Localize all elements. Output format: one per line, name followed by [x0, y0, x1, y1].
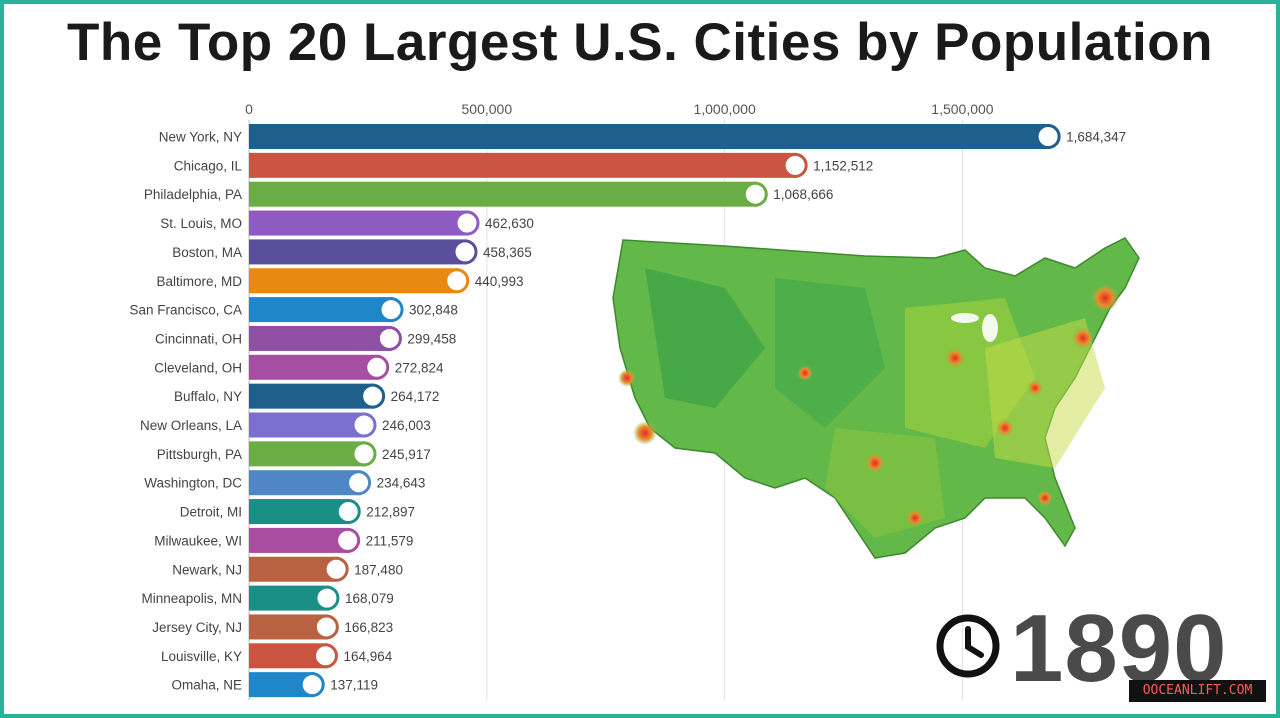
- bar: [249, 152, 798, 178]
- value-label: 1,684,347: [1066, 130, 1126, 145]
- category-label: New Orleans, LA: [140, 418, 242, 433]
- bar: [249, 441, 366, 467]
- category-label: San Francisco, CA: [129, 303, 242, 318]
- bar: [249, 354, 379, 380]
- bar: [249, 556, 339, 582]
- value-label: 1,152,512: [813, 158, 873, 173]
- value-label: 299,458: [407, 331, 456, 346]
- city-flag-icon: [299, 672, 325, 698]
- clock-icon: [936, 614, 1000, 678]
- bar: [249, 210, 470, 236]
- category-label: Omaha, NE: [171, 678, 242, 693]
- city-flag-icon: [742, 181, 768, 207]
- value-label: 234,643: [377, 476, 426, 491]
- category-label: Pittsburgh, PA: [157, 447, 242, 462]
- city-flag-icon: [782, 152, 808, 178]
- bar: [249, 239, 468, 265]
- value-label: 458,365: [483, 245, 532, 260]
- category-label: Cleveland, OH: [154, 360, 242, 375]
- city-flag-icon: [376, 325, 402, 351]
- city-flag-icon: [313, 614, 339, 640]
- x-tick-label: 1,500,000: [931, 101, 993, 117]
- category-label: St. Louis, MO: [160, 216, 242, 231]
- watermark: OOCEANLIFT.COM: [1129, 680, 1266, 702]
- city-flag-icon: [314, 585, 340, 611]
- value-label: 462,630: [485, 216, 534, 231]
- value-label: 245,917: [382, 447, 431, 462]
- city-flag-icon: [351, 441, 377, 467]
- city-flag-icon: [312, 643, 338, 669]
- city-flag-icon: [360, 383, 386, 409]
- city-flag-icon: [364, 354, 390, 380]
- bar: [249, 124, 1051, 149]
- category-label: Jersey City, NJ: [152, 620, 242, 635]
- category-label: Milwaukee, WI: [154, 533, 242, 548]
- city-flag-icon: [378, 297, 404, 323]
- bar: [249, 527, 350, 553]
- category-labels: New York, NY Chicago, IL Philadelphia, PA S…: [129, 130, 242, 693]
- category-label: Louisville, KY: [161, 649, 242, 664]
- x-tick-label: 0: [245, 101, 253, 117]
- value-label: 272,824: [395, 360, 444, 375]
- value-label: 264,172: [391, 389, 440, 404]
- category-label: New York, NY: [159, 130, 242, 145]
- category-label: Cincinnati, OH: [155, 331, 242, 346]
- bars: [249, 124, 1061, 698]
- bar: [249, 499, 351, 525]
- chart-title: The Top 20 Largest U.S. Cities by Popula…: [67, 13, 1213, 72]
- bar: [249, 470, 361, 496]
- value-label: 187,480: [354, 562, 403, 577]
- value-labels: 1,684,347 1,152,512 1,068,666 462,630 458,36…: [330, 130, 1126, 693]
- category-label: Baltimore, MD: [156, 274, 242, 289]
- x-tick-label: 1,000,000: [693, 101, 755, 117]
- category-label: Detroit, MI: [180, 505, 242, 520]
- bar: [249, 383, 375, 409]
- category-label: Newark, NJ: [172, 562, 242, 577]
- category-label: Buffalo, NY: [174, 389, 242, 404]
- x-axis-ticks: 0 500,000 1,000,000 1,500,000: [245, 101, 994, 117]
- value-label: 246,003: [382, 418, 431, 433]
- category-label: Boston, MA: [172, 245, 242, 260]
- category-label: Chicago, IL: [174, 158, 243, 173]
- city-flag-icon: [346, 470, 372, 496]
- value-label: 164,964: [343, 649, 392, 664]
- city-flag-icon: [323, 556, 349, 582]
- city-flag-icon: [335, 499, 361, 525]
- value-label: 1,068,666: [773, 187, 833, 202]
- value-label: 137,119: [330, 678, 378, 693]
- bar: [249, 268, 459, 294]
- x-tick-label: 500,000: [462, 101, 513, 117]
- city-flag-icon: [335, 527, 361, 553]
- value-label: 168,079: [345, 591, 394, 606]
- city-flag-icon: [1035, 124, 1061, 149]
- bar: [249, 181, 758, 207]
- category-label: Minneapolis, MN: [141, 591, 242, 606]
- value-label: 302,848: [409, 303, 458, 318]
- value-label: 440,993: [475, 274, 524, 289]
- bar: [249, 297, 394, 323]
- city-flag-icon: [454, 210, 480, 236]
- value-label: 212,897: [366, 505, 415, 520]
- value-label: 211,579: [366, 533, 414, 548]
- category-label: Philadelphia, PA: [144, 187, 242, 202]
- city-flag-icon: [444, 268, 470, 294]
- us-population-map: [612, 237, 1140, 559]
- bar: [249, 412, 367, 438]
- city-flag-icon: [452, 239, 478, 265]
- category-label: Washington, DC: [144, 476, 242, 491]
- value-label: 166,823: [344, 620, 393, 635]
- bar: [249, 325, 392, 351]
- city-flag-icon: [351, 412, 377, 438]
